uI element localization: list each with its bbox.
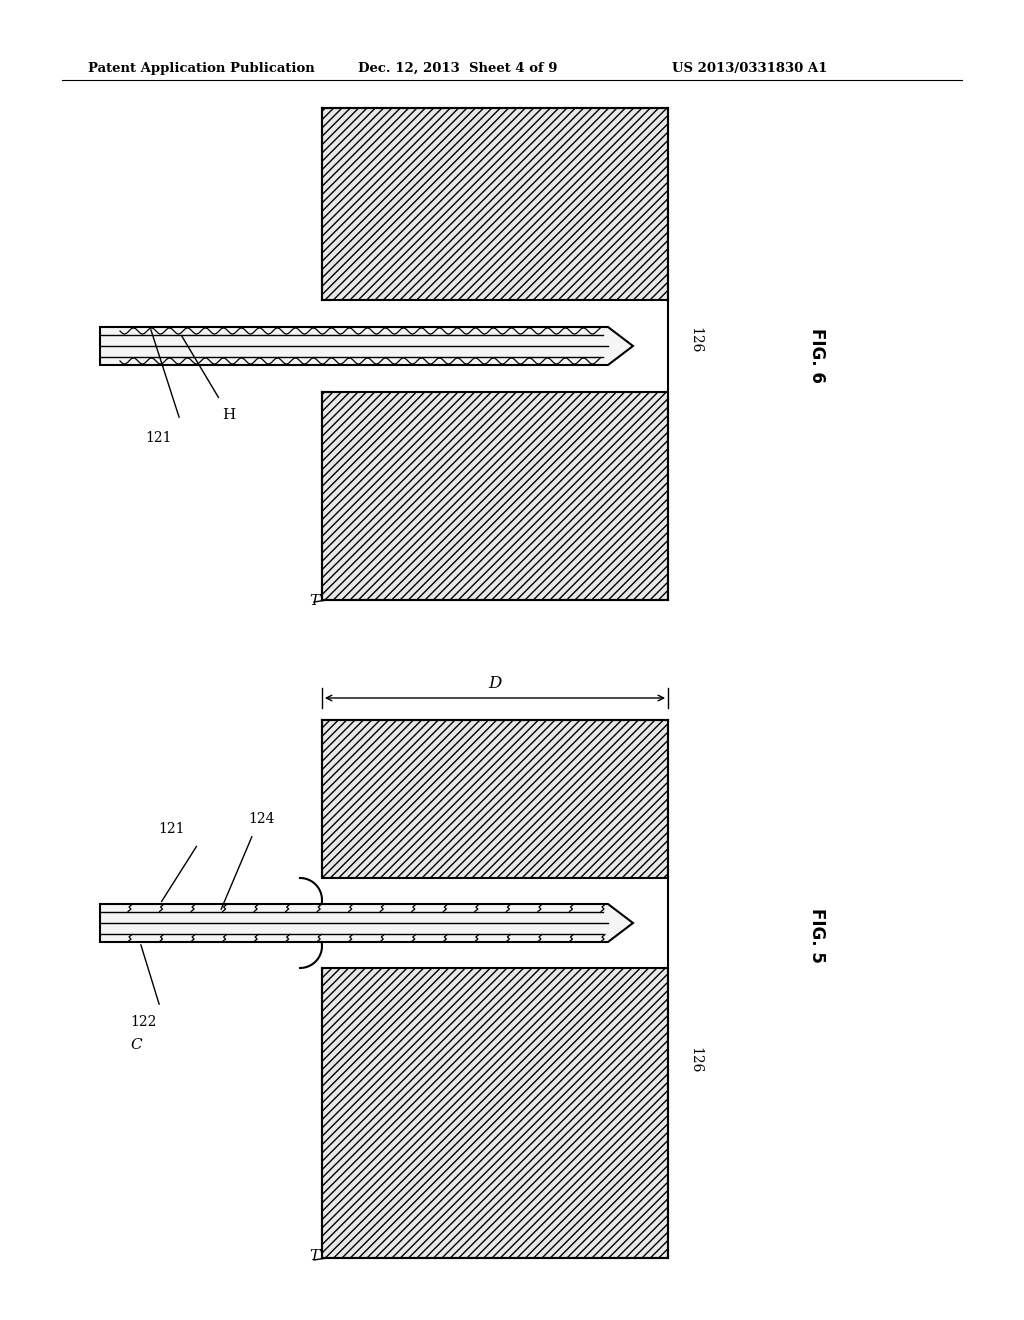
Polygon shape — [322, 968, 668, 1258]
Text: 126: 126 — [688, 327, 702, 354]
Text: Patent Application Publication: Patent Application Publication — [88, 62, 314, 75]
Text: T: T — [309, 1249, 319, 1263]
Polygon shape — [100, 904, 633, 942]
Polygon shape — [100, 327, 633, 366]
Text: D: D — [488, 676, 502, 693]
Text: 124: 124 — [248, 812, 274, 826]
Polygon shape — [322, 392, 668, 601]
Polygon shape — [322, 719, 668, 878]
Text: FIG. 6: FIG. 6 — [808, 327, 826, 383]
Text: US 2013/0331830 A1: US 2013/0331830 A1 — [672, 62, 827, 75]
Text: H: H — [222, 408, 236, 422]
Text: 126: 126 — [688, 1047, 702, 1073]
Text: 121: 121 — [158, 822, 184, 836]
Text: C: C — [130, 1038, 141, 1052]
Text: Dec. 12, 2013  Sheet 4 of 9: Dec. 12, 2013 Sheet 4 of 9 — [358, 62, 557, 75]
Polygon shape — [322, 108, 668, 300]
Text: T: T — [309, 594, 319, 609]
Text: FIG. 5: FIG. 5 — [808, 908, 826, 962]
Text: 121: 121 — [145, 432, 171, 445]
Text: 122: 122 — [130, 1015, 157, 1030]
